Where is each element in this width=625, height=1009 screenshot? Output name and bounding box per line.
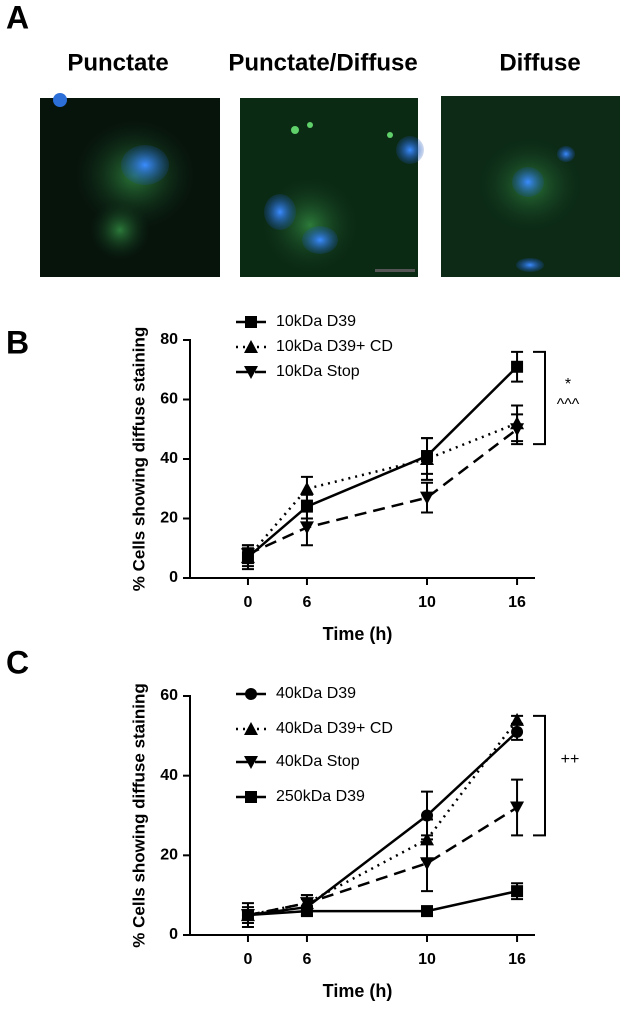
legend-marker [245, 791, 257, 803]
data-point [511, 725, 524, 738]
significance-bracket [533, 714, 546, 837]
data-point [421, 905, 434, 918]
legend-marker [244, 722, 258, 735]
x-tick-label: 16 [508, 951, 526, 968]
data-point [511, 360, 524, 373]
data-point [299, 897, 314, 911]
legend-marker [244, 366, 258, 379]
data-point [511, 885, 524, 898]
legend-marker [244, 756, 258, 769]
x-tick-label: 10 [418, 951, 436, 968]
data-point [299, 521, 314, 535]
x-tick-label: 16 [508, 594, 526, 611]
legend-label: 40kDa Stop [276, 753, 360, 770]
legend-label: 40kDa D39+ CD [276, 720, 393, 737]
data-point [241, 909, 254, 922]
legend-marker [245, 688, 257, 700]
annotation: ^^^ [557, 396, 580, 413]
y-axis-title: % Cells showing diffuse staining [129, 683, 148, 947]
legend-label: 250kDa D39 [276, 788, 365, 805]
micrograph [240, 98, 424, 277]
y-tick-label: 60 [160, 687, 178, 704]
legend-label: 10kDa D39+ CD [276, 338, 393, 355]
legend-marker [244, 340, 258, 353]
x-tick-label: 0 [244, 594, 253, 611]
micrograph [441, 96, 620, 277]
x-axis-title: Time (h) [323, 624, 393, 644]
x-axis-title: Time (h) [323, 981, 393, 1001]
data-point [420, 857, 435, 871]
data-point [510, 712, 525, 726]
series-line [247, 806, 518, 917]
y-tick-label: 80 [160, 331, 178, 348]
micrograph [40, 93, 220, 277]
data-point [510, 801, 525, 815]
image-title: Punctate/Diffuse [228, 49, 417, 76]
y-tick-label: 20 [160, 847, 178, 864]
y-tick-label: 20 [160, 510, 178, 527]
data-point [300, 905, 313, 918]
legend-label: 10kDa Stop [276, 363, 360, 380]
image-title: Punctate [67, 49, 168, 76]
legend-marker [245, 316, 257, 328]
annotation: * [565, 376, 571, 393]
data-point [420, 491, 435, 505]
y-tick-label: 40 [160, 450, 178, 467]
series-line [247, 428, 518, 556]
x-tick-label: 6 [303, 594, 312, 611]
y-tick-label: 60 [160, 391, 178, 408]
panel-label: C [6, 644, 29, 680]
data-point [420, 452, 435, 465]
series-line [247, 889, 518, 917]
series-line [247, 719, 519, 917]
x-tick-label: 6 [303, 951, 312, 968]
panel-label: A [6, 0, 29, 35]
y-tick-label: 0 [169, 926, 178, 943]
series-line [247, 365, 518, 559]
panel-label: B [6, 324, 29, 360]
data-point [299, 481, 314, 495]
series-line [247, 730, 518, 917]
legend-label: 40kDa D39 [276, 685, 356, 702]
image-title: Diffuse [499, 49, 580, 76]
y-tick-label: 40 [160, 767, 178, 784]
significance-bracket [533, 350, 546, 446]
legend-label: 10kDa D39 [276, 313, 356, 330]
annotation: ++ [561, 751, 580, 768]
data-point [240, 548, 255, 562]
data-point [510, 423, 525, 437]
y-tick-label: 0 [169, 569, 178, 586]
y-axis-title: % Cells showing diffuse staining [129, 327, 148, 591]
x-tick-label: 10 [418, 594, 436, 611]
x-tick-label: 0 [244, 951, 253, 968]
